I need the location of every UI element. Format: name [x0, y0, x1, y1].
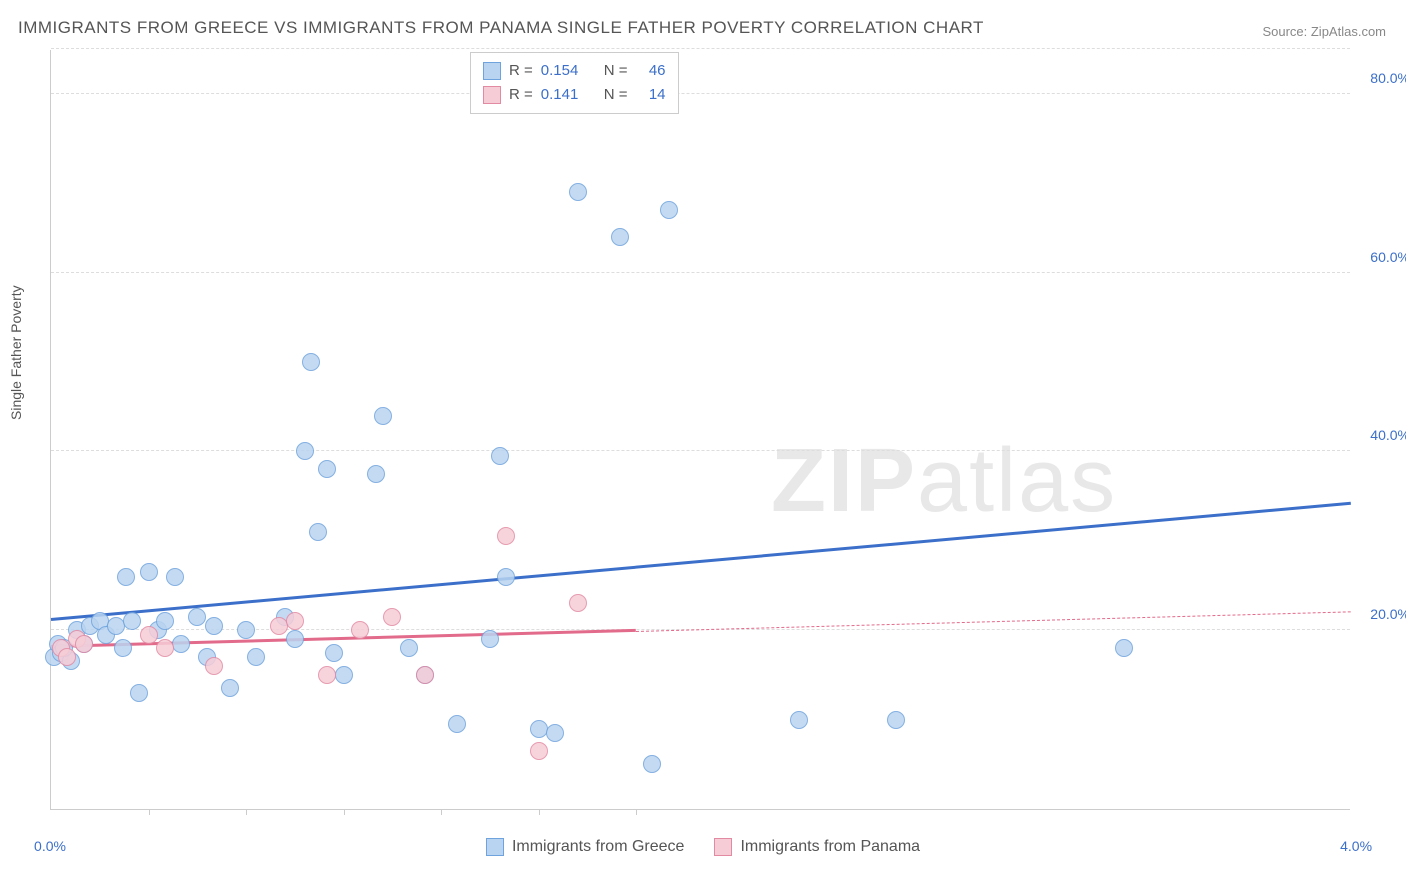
x-tick-minor [246, 809, 247, 815]
data-point [130, 684, 148, 702]
data-point [318, 460, 336, 478]
data-point [351, 621, 369, 639]
data-point [790, 711, 808, 729]
data-point [530, 742, 548, 760]
data-point [367, 465, 385, 483]
data-point [302, 353, 320, 371]
data-point [237, 621, 255, 639]
data-point [221, 679, 239, 697]
x-tick-minor [441, 809, 442, 815]
watermark: ZIPatlas [771, 430, 1117, 533]
data-point [530, 720, 548, 738]
legend-bottom: Immigrants from Greece Immigrants from P… [0, 838, 1406, 856]
x-tick-minor [149, 809, 150, 815]
data-point [887, 711, 905, 729]
x-tick-minor [636, 809, 637, 815]
data-point [325, 644, 343, 662]
y-tick-label: 60.0% [1355, 249, 1406, 265]
data-point [569, 594, 587, 612]
data-point [117, 568, 135, 586]
x-tick-minor [344, 809, 345, 815]
legend-stats: R =0.154N =46R =0.141N =14 [470, 52, 679, 114]
y-tick-label: 80.0% [1355, 70, 1406, 86]
data-point [497, 527, 515, 545]
y-tick-label: 40.0% [1355, 427, 1406, 443]
data-point [188, 608, 206, 626]
data-point [481, 630, 499, 648]
data-point [247, 648, 265, 666]
x-tick-max: 4.0% [1340, 838, 1372, 854]
gridline [51, 272, 1350, 273]
data-point [335, 666, 353, 684]
legend-stat-row: R =0.141N =14 [483, 83, 666, 107]
legend-label-panama: Immigrants from Panama [740, 838, 920, 856]
legend-item-greece: Immigrants from Greece [486, 838, 684, 856]
data-point [309, 523, 327, 541]
legend-swatch [483, 62, 501, 80]
legend-swatch-panama [714, 838, 732, 856]
data-point [114, 639, 132, 657]
data-point [400, 639, 418, 657]
data-point [497, 568, 515, 586]
x-tick-min: 0.0% [34, 838, 66, 854]
trend-line [51, 502, 1351, 621]
data-point [491, 447, 509, 465]
data-point [205, 657, 223, 675]
data-point [296, 442, 314, 460]
data-point [1115, 639, 1133, 657]
data-point [660, 201, 678, 219]
gridline [51, 450, 1350, 451]
data-point [172, 635, 190, 653]
data-point [286, 612, 304, 630]
y-tick-label: 20.0% [1355, 606, 1406, 622]
data-point [123, 612, 141, 630]
x-tick-minor [539, 809, 540, 815]
data-point [318, 666, 336, 684]
data-point [166, 568, 184, 586]
data-point [140, 563, 158, 581]
data-point [286, 630, 304, 648]
chart-title: IMMIGRANTS FROM GREECE VS IMMIGRANTS FRO… [18, 18, 984, 38]
data-point [140, 626, 158, 644]
data-point [383, 608, 401, 626]
data-point [205, 617, 223, 635]
legend-stat-row: R =0.154N =46 [483, 59, 666, 83]
data-point [156, 612, 174, 630]
data-point [569, 183, 587, 201]
data-point [58, 648, 76, 666]
y-axis-label: Single Father Poverty [8, 285, 24, 420]
data-point [75, 635, 93, 653]
legend-item-panama: Immigrants from Panama [714, 838, 920, 856]
data-point [448, 715, 466, 733]
data-point [611, 228, 629, 246]
data-point [416, 666, 434, 684]
data-point [156, 639, 174, 657]
data-point [643, 755, 661, 773]
gridline [51, 93, 1350, 94]
data-point [546, 724, 564, 742]
legend-swatch-greece [486, 838, 504, 856]
scatter-plot-area: ZIPatlas 20.0%40.0%60.0%80.0% [50, 50, 1350, 810]
data-point [374, 407, 392, 425]
source-attribution: Source: ZipAtlas.com [1262, 24, 1386, 39]
legend-swatch [483, 86, 501, 104]
legend-label-greece: Immigrants from Greece [512, 838, 684, 856]
